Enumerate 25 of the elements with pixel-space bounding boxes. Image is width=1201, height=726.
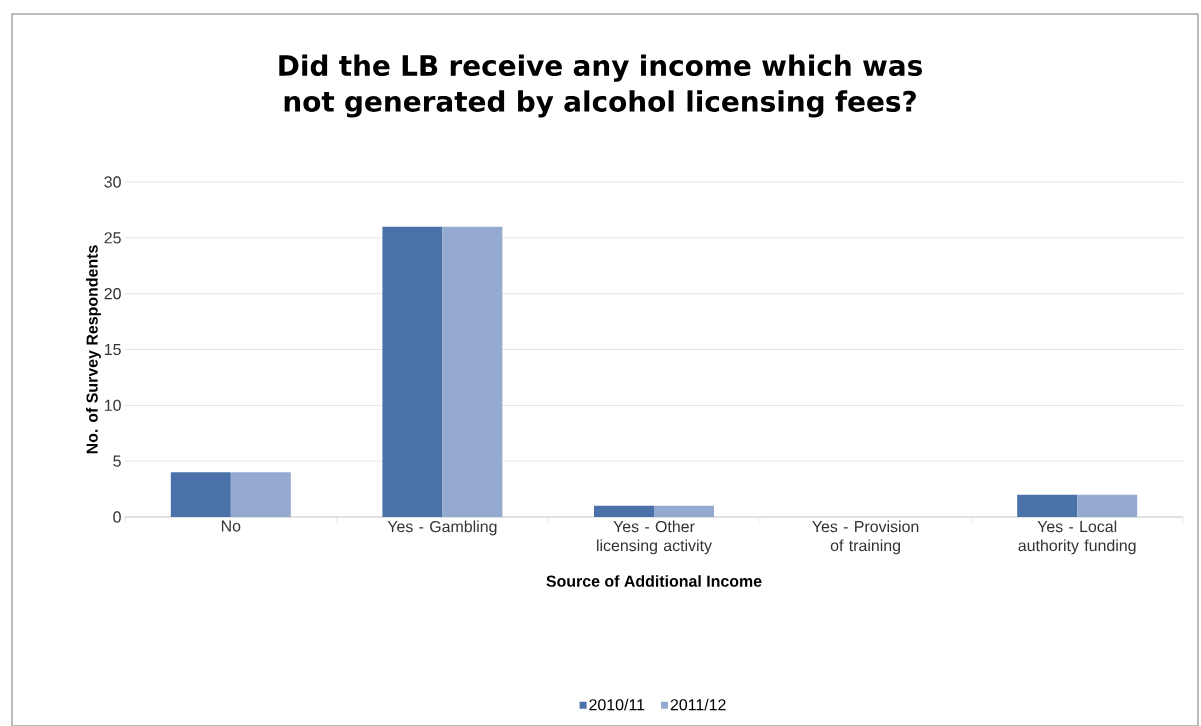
y-tick-label: 0 (113, 511, 121, 523)
x-axis-title: Source of Additional Income (546, 575, 762, 587)
y-axis-title: No. of Survey Respondents (86, 245, 101, 454)
y-tick-label: 15 (104, 343, 121, 356)
x-tick-label: Yes - Provision of training (812, 520, 919, 555)
legend-label: 2011/12 (670, 698, 726, 711)
bar (1017, 494, 1078, 517)
y-tick-label: 10 (104, 399, 121, 411)
y-tick-label: 25 (104, 232, 121, 244)
bar (1077, 494, 1138, 517)
x-tick-label: Yes - Other licensing activity (597, 520, 712, 555)
bar (230, 472, 291, 517)
chart-title: Did the LB receive any income which was not generated by alcohol licensing fees? (279, 54, 922, 118)
bar (382, 226, 443, 517)
y-tick-label: 20 (104, 288, 121, 300)
y-tick-label: 5 (113, 455, 121, 467)
bar (442, 226, 503, 517)
bar (170, 472, 231, 517)
bar (594, 505, 654, 517)
x-tick-label: No (221, 520, 241, 532)
bar (654, 505, 714, 517)
legend-label: 2010/11 (589, 698, 645, 711)
x-tick-label: Yes - Local authority funding (1018, 520, 1136, 555)
x-tick-label: Yes - Gambling (387, 520, 497, 536)
y-tick-label: 30 (104, 176, 121, 188)
